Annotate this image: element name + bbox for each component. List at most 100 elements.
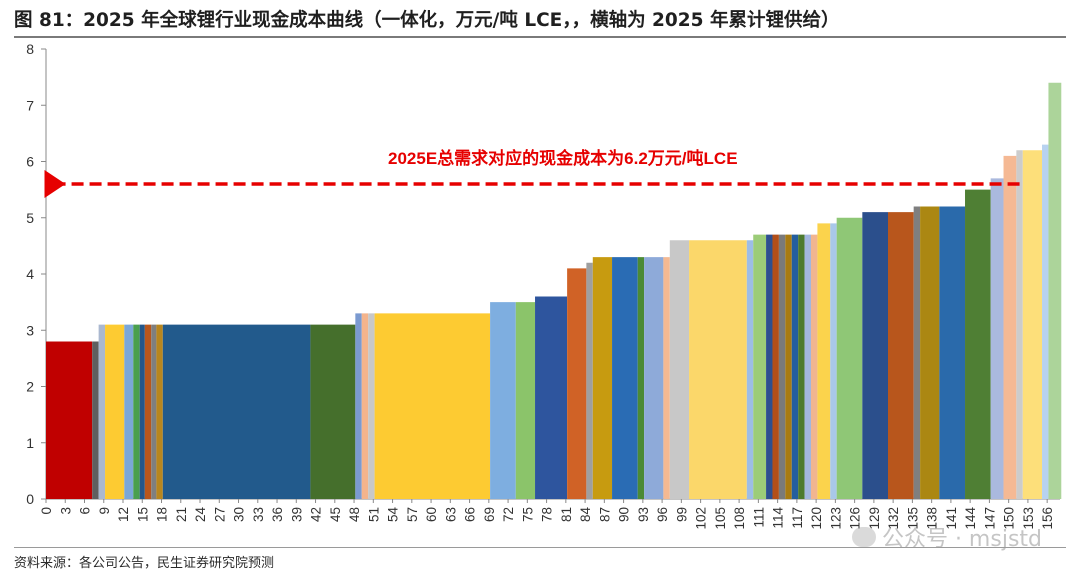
cost-bar-41 bbox=[862, 212, 889, 499]
cost-bar-36 bbox=[804, 234, 811, 499]
x-tick-label: 156 bbox=[1040, 507, 1055, 530]
cost-bar-13 bbox=[361, 313, 369, 499]
cost-bar-22 bbox=[612, 257, 638, 499]
annotation-group: 2025E总需求对应的现金成本为6.2万元/吨LCE bbox=[44, 148, 1020, 198]
x-tick-label: 120 bbox=[809, 507, 824, 530]
x-tick-label: 144 bbox=[963, 507, 978, 530]
x-tick-label: 6 bbox=[78, 507, 93, 515]
cost-bar-40 bbox=[836, 217, 863, 499]
y-tick-label: 8 bbox=[26, 41, 34, 57]
x-tick-label: 33 bbox=[251, 507, 266, 522]
cost-bar-52 bbox=[1048, 82, 1062, 499]
x-tick-label: 135 bbox=[905, 507, 920, 530]
cost-bar-25 bbox=[663, 257, 670, 499]
cost-bar-6 bbox=[139, 324, 145, 499]
x-tick-label: 27 bbox=[212, 507, 227, 522]
cost-bar-16 bbox=[490, 302, 516, 499]
cost-bar-21 bbox=[592, 257, 613, 499]
cost-bar-24 bbox=[644, 257, 664, 499]
cost-bar-35 bbox=[798, 234, 805, 499]
x-tick-label: 57 bbox=[405, 507, 420, 522]
cost-bar-3 bbox=[105, 324, 125, 499]
x-tick-label: 69 bbox=[482, 507, 497, 522]
x-tick-label: 63 bbox=[443, 507, 458, 522]
x-tick-label: 39 bbox=[289, 507, 304, 522]
cost-bar-51 bbox=[1042, 144, 1049, 499]
cost-bar-0 bbox=[46, 341, 93, 499]
x-tick-label: 84 bbox=[578, 507, 593, 523]
x-tick-label: 75 bbox=[520, 507, 535, 522]
cost-bar-38 bbox=[817, 223, 831, 499]
x-tick-label: 102 bbox=[694, 507, 709, 530]
x-tick-label: 93 bbox=[636, 507, 651, 522]
cost-bar-2 bbox=[98, 324, 106, 499]
x-tick-label: 72 bbox=[501, 507, 516, 522]
x-tick-label: 108 bbox=[732, 507, 747, 530]
title-divider bbox=[14, 36, 1066, 38]
x-tick-label: 48 bbox=[347, 507, 362, 522]
cost-bar-4 bbox=[124, 324, 134, 499]
x-tick-label: 147 bbox=[982, 507, 997, 530]
x-tick-label: 24 bbox=[193, 507, 208, 523]
cost-bar-20 bbox=[586, 262, 593, 499]
cost-bar-47 bbox=[990, 178, 1004, 499]
cost-bar-48 bbox=[1003, 155, 1017, 499]
cost-bar-14 bbox=[368, 313, 375, 499]
x-tick-label: 54 bbox=[386, 507, 401, 523]
x-tick-label: 123 bbox=[828, 507, 843, 530]
cost-bar-45 bbox=[939, 206, 966, 499]
x-tick-label: 3 bbox=[58, 507, 73, 515]
x-tick-label: 99 bbox=[674, 507, 689, 522]
x-tick-label: 51 bbox=[366, 507, 381, 522]
x-tick-label: 30 bbox=[232, 507, 247, 522]
cost-bar-30 bbox=[766, 234, 773, 499]
cost-bar-42 bbox=[888, 212, 914, 499]
x-tick-label: 90 bbox=[617, 507, 632, 522]
cost-bar-44 bbox=[920, 206, 940, 499]
x-tick-label: 126 bbox=[848, 507, 863, 530]
x-tick-label: 96 bbox=[655, 507, 670, 522]
x-tick-label: 87 bbox=[597, 507, 612, 522]
cost-bar-28 bbox=[746, 240, 754, 499]
wechat-icon bbox=[851, 527, 876, 547]
x-tick-label: 21 bbox=[174, 507, 189, 522]
cost-bar-15 bbox=[374, 313, 491, 499]
x-tick-label: 15 bbox=[135, 507, 150, 522]
y-tick-label: 4 bbox=[26, 266, 34, 282]
y-tick-label: 7 bbox=[26, 97, 34, 113]
cost-bar-31 bbox=[772, 234, 779, 499]
x-tick-label: 81 bbox=[559, 507, 574, 522]
x-tick-label: 138 bbox=[925, 507, 940, 530]
demand-cost-annotation: 2025E总需求对应的现金成本为6.2万元/吨LCE bbox=[388, 148, 738, 168]
x-tick-label: 132 bbox=[886, 507, 901, 530]
y-tick-label: 5 bbox=[26, 210, 34, 226]
cost-bar-46 bbox=[965, 189, 991, 499]
cost-bar-33 bbox=[785, 234, 792, 499]
y-tick-label: 1 bbox=[26, 435, 34, 451]
y-tick-label: 6 bbox=[26, 154, 34, 170]
cost-bar-10 bbox=[162, 324, 311, 499]
cost-bar-27 bbox=[689, 240, 747, 499]
y-axis: 0 1 2 3 4 5 6 7 8 bbox=[26, 41, 47, 507]
cost-bar-9 bbox=[156, 324, 163, 499]
cost-bar-43 bbox=[913, 206, 921, 499]
bars-group bbox=[46, 82, 1062, 499]
cost-bar-39 bbox=[830, 223, 837, 499]
cost-bar-34 bbox=[791, 234, 799, 499]
x-tick-label: 78 bbox=[540, 507, 555, 522]
x-tick-label: 105 bbox=[713, 507, 728, 530]
source-divider bbox=[14, 547, 1066, 548]
x-tick-label: 45 bbox=[328, 507, 343, 522]
cost-bar-32 bbox=[778, 234, 786, 499]
y-tick-label: 2 bbox=[26, 379, 34, 395]
x-tick-label: 141 bbox=[944, 507, 959, 530]
x-tick-label: 129 bbox=[867, 507, 882, 530]
cost-bar-18 bbox=[535, 296, 568, 499]
cost-bar-49 bbox=[1016, 150, 1023, 499]
x-tick-label: 111 bbox=[751, 507, 766, 528]
x-tick-label: 0 bbox=[39, 507, 54, 515]
cost-bar-50 bbox=[1022, 150, 1043, 499]
cost-bar-12 bbox=[355, 313, 362, 499]
